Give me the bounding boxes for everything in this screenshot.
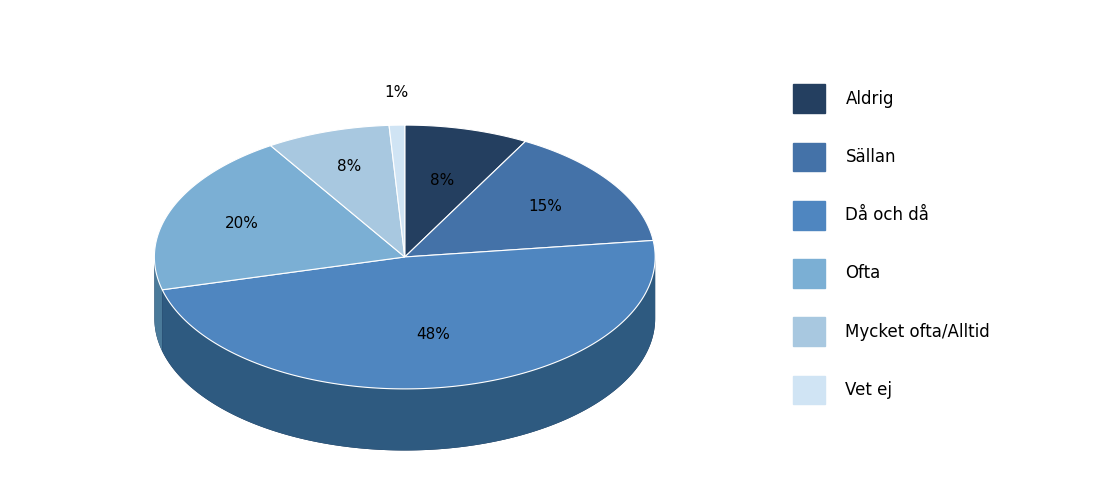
Polygon shape [388,125,405,257]
Bar [793,143,826,171]
Polygon shape [271,125,405,257]
Polygon shape [154,146,405,290]
Text: Mycket ofta/Alltid: Mycket ofta/Alltid [846,323,990,341]
Polygon shape [154,257,655,451]
Text: 15%: 15% [528,199,563,214]
Polygon shape [162,241,655,389]
Bar [793,317,826,346]
Text: 8%: 8% [430,173,454,188]
Text: Ofta: Ofta [846,265,880,282]
Polygon shape [405,141,653,257]
Text: Sällan: Sällan [846,148,896,166]
Text: 48%: 48% [416,327,450,342]
Polygon shape [405,125,525,257]
Text: Vet ej: Vet ej [846,381,892,399]
Bar [793,259,826,288]
Text: 20%: 20% [225,215,259,230]
Bar [793,85,826,113]
Polygon shape [154,257,162,351]
Text: 1%: 1% [384,85,408,100]
Text: Då och då: Då och då [846,206,929,224]
Text: Aldrig: Aldrig [846,90,894,108]
Bar [793,376,826,404]
Bar [793,201,826,229]
Polygon shape [162,257,655,451]
Text: 8%: 8% [337,159,361,174]
